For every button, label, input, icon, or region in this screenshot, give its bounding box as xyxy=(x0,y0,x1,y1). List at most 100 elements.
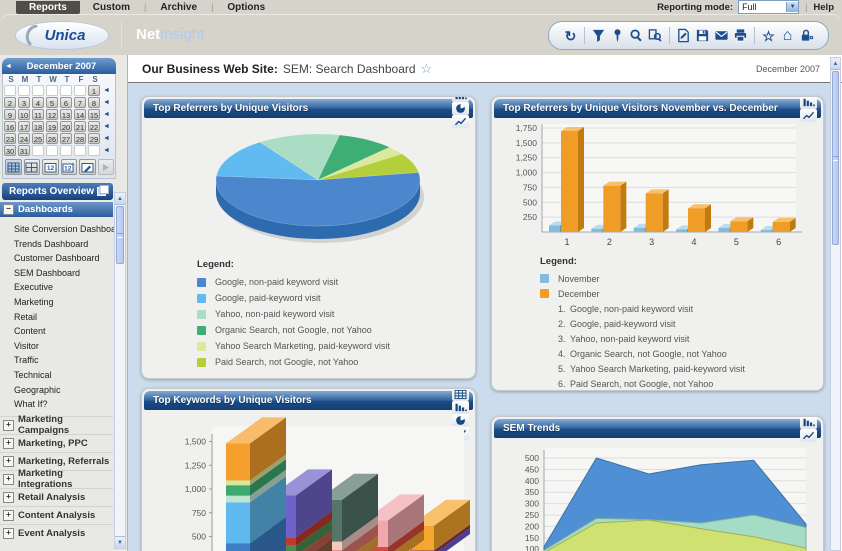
sidebar-item-retail[interactable]: Retail xyxy=(14,311,38,322)
menu-tab-archive[interactable]: Archive xyxy=(160,1,198,13)
calendar-day-12[interactable]: 12 xyxy=(46,109,58,120)
bar-chart-icon[interactable] xyxy=(452,97,469,102)
expand-icon[interactable]: + xyxy=(3,491,14,503)
calendar-day-4[interactable]: 4 xyxy=(32,97,44,108)
custom-range-icon[interactable] xyxy=(79,159,96,175)
sidebar-item-technical[interactable]: Technical xyxy=(14,369,52,380)
section-header-marketing-integrations[interactable]: + Marketing Integrations xyxy=(0,468,113,490)
calendar-day-17[interactable]: 17 xyxy=(18,121,30,132)
calendar-day-3[interactable]: 3 xyxy=(18,97,30,108)
calendar-day-10[interactable]: 10 xyxy=(18,109,30,120)
menu-tab-reports[interactable]: Reports xyxy=(16,0,80,14)
week-select-icon[interactable]: ◄ xyxy=(103,123,110,130)
print-icon[interactable] xyxy=(731,26,750,45)
section-header-event-analysis[interactable]: + Event Analysis xyxy=(0,523,113,542)
bar-chart-icon[interactable] xyxy=(800,417,817,429)
refresh-icon[interactable]: ↻ xyxy=(564,27,577,44)
main-scrollbar[interactable]: ▲ xyxy=(830,57,841,551)
sidebar-item-traffic[interactable]: Traffic xyxy=(14,355,39,366)
reporting-mode-select[interactable]: Full ▼ xyxy=(738,0,800,14)
sidebar-scroll-up-icon[interactable]: ▲ xyxy=(115,193,125,205)
bar-chart-icon[interactable] xyxy=(452,400,469,414)
zoom-pages-icon[interactable] xyxy=(646,26,665,45)
calendar-day-1[interactable]: 1 xyxy=(88,85,100,96)
table-icon[interactable] xyxy=(452,389,469,401)
sidebar-item-marketing[interactable]: Marketing xyxy=(14,296,54,307)
menu-tab-custom[interactable]: Custom xyxy=(92,1,131,13)
calendar-day-24[interactable]: 24 xyxy=(18,133,30,144)
calendar-day-29[interactable]: 29 xyxy=(88,133,100,144)
calendar-day-19[interactable]: 19 xyxy=(46,121,58,132)
section-header-marketing-ppc[interactable]: + Marketing, PPC xyxy=(0,433,113,452)
week-select-icon[interactable]: ◄ xyxy=(103,99,110,106)
sidebar-item-trends-dashboard[interactable]: Trends Dashboard xyxy=(14,238,89,249)
calendar-day-13[interactable]: 13 xyxy=(60,109,72,120)
calendar-day-5[interactable]: 5 xyxy=(46,97,58,108)
save-icon[interactable] xyxy=(693,26,712,45)
week-select-icon[interactable]: ◄ xyxy=(103,135,110,142)
sidebar-item-sem-dashboard[interactable]: SEM Dashboard xyxy=(14,267,81,278)
multi-month-view-icon[interactable] xyxy=(23,159,40,175)
calendar-day-11[interactable]: 11 xyxy=(32,109,44,120)
favorite-star-icon[interactable]: ☆ xyxy=(420,60,433,76)
calendar-day-31[interactable]: 31 xyxy=(18,145,30,156)
calendar-day-2[interactable]: 2 xyxy=(4,97,16,108)
calendar-day-26[interactable]: 26 xyxy=(46,133,58,144)
week-select-icon[interactable]: ◄ xyxy=(103,147,110,154)
line-chart-icon[interactable] xyxy=(800,428,817,442)
calendar-day-30[interactable]: 30 xyxy=(4,145,16,156)
expand-icon[interactable]: + xyxy=(3,455,14,467)
main-scroll-up-icon[interactable]: ▲ xyxy=(831,58,840,70)
section-header-content-analysis[interactable]: + Content Analysis xyxy=(0,505,113,524)
calendar-day-20[interactable]: 20 xyxy=(60,121,72,132)
sidebar-item-geographic[interactable]: Geographic xyxy=(14,384,61,395)
expand-icon[interactable]: + xyxy=(3,419,14,431)
expand-icon[interactable]: + xyxy=(3,509,14,521)
pin-icon[interactable] xyxy=(608,26,627,45)
calendar-day-27[interactable]: 27 xyxy=(60,133,72,144)
sidebar-scrollbar-thumb[interactable] xyxy=(116,206,124,264)
calendar-day-6[interactable]: 6 xyxy=(60,97,72,108)
menu-tab-options[interactable]: Options xyxy=(227,1,266,13)
sidebar-item-content[interactable]: Content xyxy=(14,326,46,337)
pie-chart-icon[interactable] xyxy=(452,413,469,427)
calendar-day-23[interactable]: 23 xyxy=(4,133,16,144)
home-icon[interactable]: ⌂ xyxy=(782,26,793,44)
section-header-retail-analysis[interactable]: + Retail Analysis xyxy=(0,487,113,506)
calendar-day-7[interactable]: 7 xyxy=(74,97,86,108)
lock-icon[interactable] xyxy=(797,26,816,45)
calendar-day-15[interactable]: 15 xyxy=(88,109,100,120)
calendar-day-28[interactable]: 28 xyxy=(74,133,86,144)
sidebar-scrollbar[interactable]: ▲ ▼ xyxy=(114,192,126,549)
sidebar-item-visitor[interactable]: Visitor xyxy=(14,340,39,351)
calendar-day-22[interactable]: 22 xyxy=(88,121,100,132)
reports-overview-header[interactable]: Reports Overview xyxy=(2,183,113,200)
section-header-marketing-referrals[interactable]: + Marketing, Referrals xyxy=(0,451,113,470)
line-chart-icon[interactable] xyxy=(800,108,817,122)
main-scrollbar-thumb[interactable] xyxy=(832,71,839,245)
calendar-day-9[interactable]: 9 xyxy=(4,109,16,120)
pie-chart-icon[interactable] xyxy=(452,102,469,115)
calendar-day-25[interactable]: 25 xyxy=(32,133,44,144)
month-view-icon[interactable] xyxy=(5,159,22,175)
year-compare-view-icon[interactable]: 12 + xyxy=(60,159,77,175)
collapse-icon[interactable]: − xyxy=(3,204,14,215)
bar-chart-icon[interactable] xyxy=(800,97,817,109)
expand-icon[interactable]: + xyxy=(3,527,14,539)
week-select-icon[interactable]: ◄ xyxy=(103,111,110,118)
expand-icon[interactable]: + xyxy=(3,437,14,449)
calendar-day-14[interactable]: 14 xyxy=(74,109,86,120)
section-header-marketing-campaigns[interactable]: + Marketing Campaigns xyxy=(0,414,113,436)
sidebar-item-site-conversion-dashboard[interactable]: Site Conversion Dashboard xyxy=(14,224,125,234)
calendar-prev-icon[interactable]: ◄ xyxy=(5,62,12,70)
filter-icon[interactable] xyxy=(589,26,608,45)
week-select-icon[interactable]: ◄ xyxy=(103,87,110,94)
expand-icon[interactable]: + xyxy=(3,473,14,485)
calendar-day-18[interactable]: 18 xyxy=(32,121,44,132)
calendar-day-21[interactable]: 21 xyxy=(74,121,86,132)
help-link[interactable]: Help xyxy=(813,1,834,13)
year-view-icon[interactable]: 12 xyxy=(42,159,59,175)
sidebar-item-what-if[interactable]: What If? xyxy=(14,399,48,410)
export-icon[interactable] xyxy=(674,26,693,45)
sidebar-scroll-down-icon[interactable]: ▼ xyxy=(115,536,125,548)
